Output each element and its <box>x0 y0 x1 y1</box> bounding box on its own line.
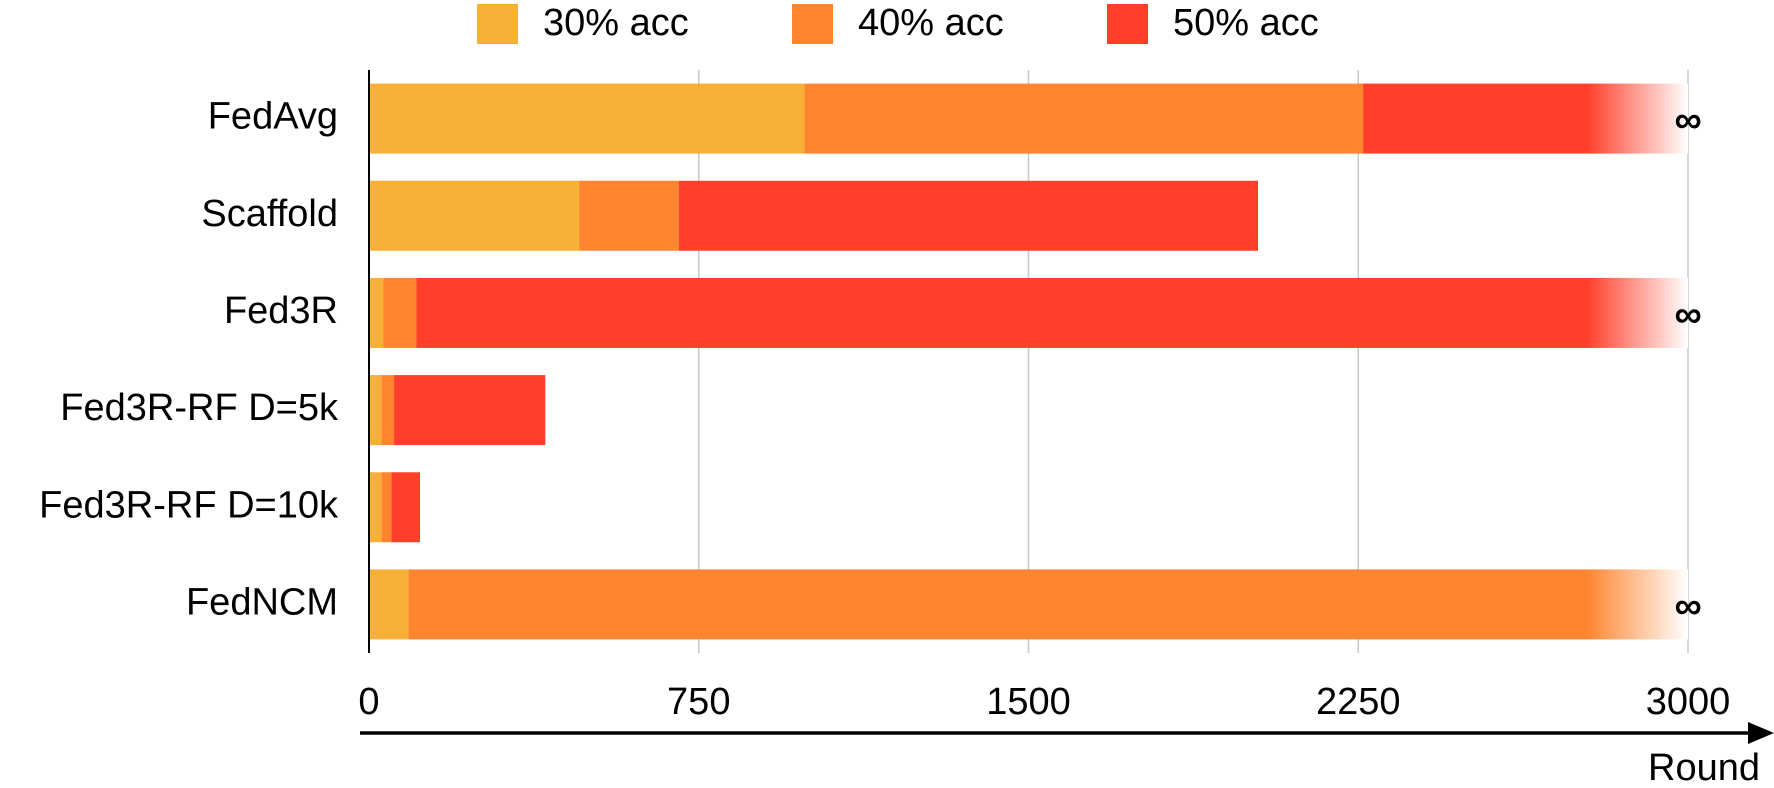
legend-label: 50% acc <box>1173 2 1319 44</box>
legend-label: 30% acc <box>543 2 689 44</box>
bar-segment <box>381 472 392 543</box>
bar-segment <box>369 180 580 251</box>
y-tick-label: Fed3R-RF D=5k <box>60 387 339 429</box>
bar-segment <box>394 375 546 446</box>
y-tick-label: Fed3R-RF D=10k <box>39 484 339 526</box>
bar-segment <box>579 180 679 251</box>
y-tick-label: Fed3R <box>224 290 338 332</box>
y-tick-label: Scaffold <box>201 193 338 235</box>
bar-segment <box>369 472 382 543</box>
bar-segment-unbounded <box>416 277 1688 348</box>
x-tick-label: 0 <box>358 681 379 723</box>
legend-swatch <box>792 4 833 44</box>
legend-label: 40% acc <box>858 2 1004 44</box>
unbounded-label: ∞ <box>1674 100 1701 142</box>
x-tick-label: 3000 <box>1646 681 1731 723</box>
legend-swatch <box>477 4 518 44</box>
legend-swatch <box>1107 4 1148 44</box>
bar-segment <box>391 472 421 543</box>
y-tick-label: FedNCM <box>186 581 338 623</box>
bar-segment <box>369 375 382 446</box>
bar-segment <box>804 83 1364 154</box>
unbounded-label: ∞ <box>1674 585 1701 627</box>
x-axis-label: Round <box>1648 747 1760 788</box>
bar-segment <box>369 277 384 348</box>
unbounded-label: ∞ <box>1674 294 1701 336</box>
bar-segment-unbounded <box>1363 83 1688 154</box>
bar-segment <box>678 180 1259 251</box>
bar-segment-unbounded <box>408 569 1688 640</box>
arrow-head <box>1748 722 1774 744</box>
x-tick-label: 750 <box>667 681 730 723</box>
bar-segment <box>369 569 409 640</box>
x-tick-label: 2250 <box>1316 681 1401 723</box>
x-tick-label: 1500 <box>986 681 1071 723</box>
bar-segment <box>381 375 395 446</box>
y-tick-label: FedAvg <box>208 96 338 138</box>
bar-segment <box>383 277 417 348</box>
bar-segment <box>369 83 805 154</box>
